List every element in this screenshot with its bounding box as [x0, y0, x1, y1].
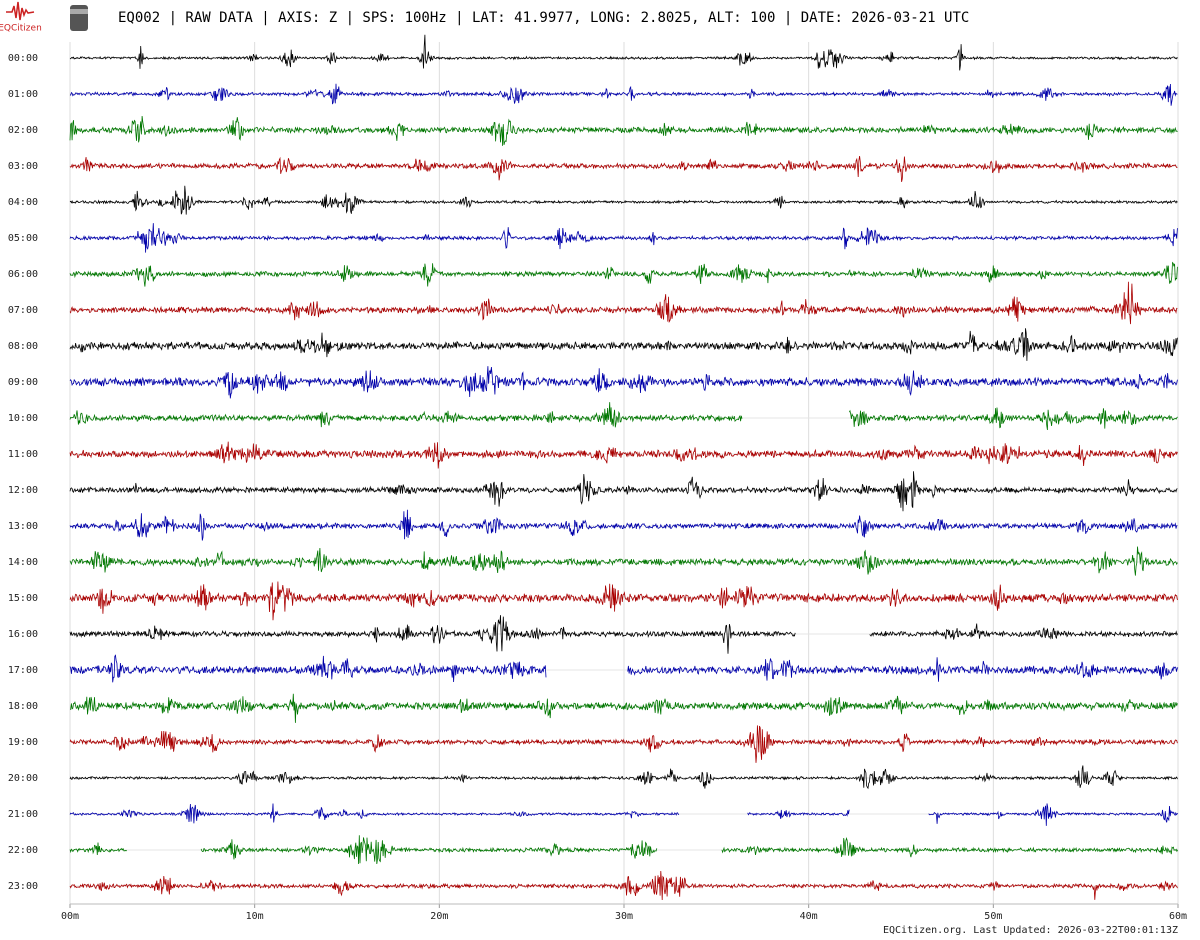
row-label: 15:00	[8, 593, 38, 604]
logo-wave	[6, 1, 35, 21]
trace-segment	[69, 509, 1178, 541]
trace-segment	[69, 261, 1178, 287]
trace-segment	[69, 34, 1178, 71]
row-label: 16:00	[8, 629, 38, 640]
x-tick-label: 20m	[430, 911, 448, 922]
x-tick-label: 00m	[61, 911, 79, 922]
sensor-icon	[70, 5, 88, 31]
trace-segment	[69, 870, 1178, 901]
sensor-icon-band	[70, 9, 88, 14]
trace-segment	[869, 623, 1178, 640]
trace-segment	[69, 693, 1178, 723]
trace-segment	[69, 615, 796, 654]
trace-segment	[627, 657, 1179, 682]
trace-segment	[69, 546, 1178, 576]
trace-segment	[747, 809, 850, 819]
x-tick-label: 50m	[984, 911, 1002, 922]
trace-segment	[928, 803, 1179, 826]
row-label: 05:00	[8, 233, 38, 244]
x-tick-label: 60m	[1169, 911, 1187, 922]
row-label: 13:00	[8, 521, 38, 532]
trace-segment	[69, 654, 547, 683]
row-label: 14:00	[8, 557, 38, 568]
trace-segment	[848, 407, 1178, 431]
row-label: 10:00	[8, 413, 38, 424]
x-tick-label: 10m	[246, 911, 264, 922]
trace-segment	[69, 803, 680, 824]
trace-segment	[69, 328, 1178, 361]
trace-segment	[69, 471, 1178, 512]
trace-segment	[69, 765, 1178, 790]
trace-segment	[69, 223, 1178, 253]
row-label: 07:00	[8, 305, 38, 316]
trace-segment	[721, 837, 1178, 858]
trace-segment	[69, 441, 1178, 469]
trace-segment	[69, 581, 1178, 621]
trace-segment	[69, 83, 1178, 106]
row-label: 06:00	[8, 269, 38, 280]
row-label: 11:00	[8, 449, 38, 460]
trace-segment	[69, 156, 1178, 182]
row-label: 21:00	[8, 809, 38, 820]
trace-segment	[69, 185, 1178, 215]
row-label: 22:00	[8, 845, 38, 856]
x-tick-label: 40m	[800, 911, 818, 922]
trace-segment	[200, 835, 658, 865]
trace-segment	[69, 115, 1178, 146]
trace-segment	[69, 842, 127, 856]
trace-segment	[69, 281, 1178, 325]
row-label: 08:00	[8, 341, 38, 352]
logo-text: EQCitizen	[0, 24, 42, 34]
row-label: 03:00	[8, 161, 38, 172]
footer: EQCitizen.org. Last Updated: 2026-03-22T…	[883, 925, 1178, 936]
row-label: 04:00	[8, 197, 38, 208]
trace-segment	[69, 402, 743, 428]
row-label: 23:00	[8, 881, 38, 892]
chart-title: EQ002 | RAW DATA | AXIS: Z | SPS: 100Hz …	[118, 10, 969, 26]
row-label: 17:00	[8, 665, 38, 676]
row-label: 01:00	[8, 89, 38, 100]
trace-segment	[69, 366, 1178, 399]
row-label: 18:00	[8, 701, 38, 712]
x-tick-label: 30m	[615, 911, 633, 922]
logo: EQCitizen	[0, 1, 88, 34]
row-label: 00:00	[8, 53, 38, 64]
row-label: 20:00	[8, 773, 38, 784]
row-label: 09:00	[8, 377, 38, 388]
row-label: 02:00	[8, 125, 38, 136]
row-label: 19:00	[8, 737, 38, 748]
trace-segment	[69, 725, 1178, 763]
row-label: 12:00	[8, 485, 38, 496]
